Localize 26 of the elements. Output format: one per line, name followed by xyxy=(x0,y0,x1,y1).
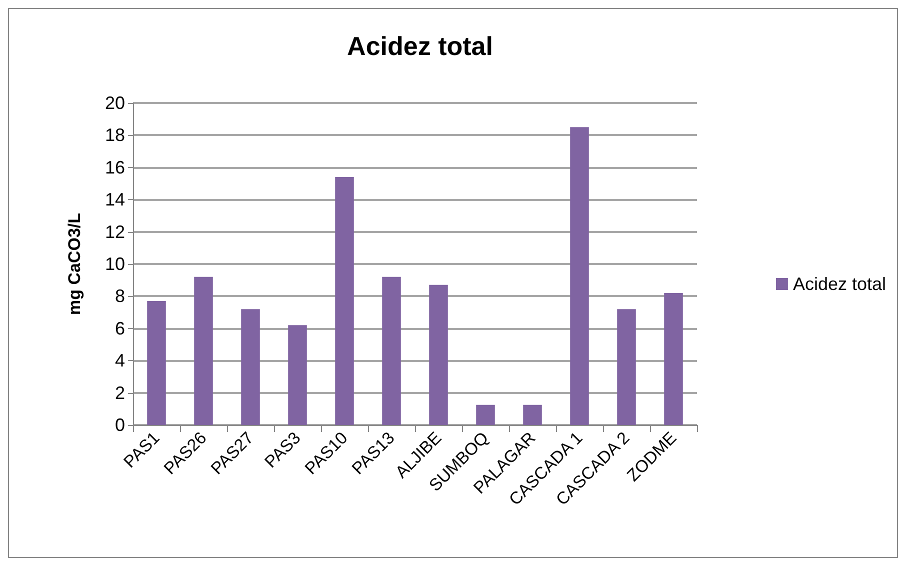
y-tick-label: 6 xyxy=(114,318,125,338)
bar xyxy=(476,404,495,425)
bar xyxy=(335,177,354,425)
bar xyxy=(288,325,307,425)
y-tick-label: 8 xyxy=(114,286,125,306)
bar xyxy=(664,292,683,425)
y-tick-label: 14 xyxy=(104,190,125,210)
y-tick-label: 0 xyxy=(114,415,125,435)
chart-title: Acidez total xyxy=(347,31,493,61)
bar xyxy=(523,404,542,425)
y-tick-label: 20 xyxy=(104,93,125,113)
bar xyxy=(382,276,401,425)
y-tick-label: 12 xyxy=(104,222,125,242)
y-tick-label: 10 xyxy=(104,254,125,274)
bar xyxy=(241,309,260,425)
y-tick-label: 18 xyxy=(104,125,125,146)
y-tick-label: 2 xyxy=(114,382,125,403)
y-axis-title: mg CaCO3/L xyxy=(65,212,84,316)
bar xyxy=(570,127,589,425)
bar xyxy=(147,301,166,425)
y-tick-label: 16 xyxy=(104,157,125,178)
legend-label: Acidez total xyxy=(792,274,886,294)
bar xyxy=(617,309,636,425)
bar xyxy=(429,284,448,425)
y-tick-label: 4 xyxy=(114,350,125,371)
bar xyxy=(194,276,213,425)
